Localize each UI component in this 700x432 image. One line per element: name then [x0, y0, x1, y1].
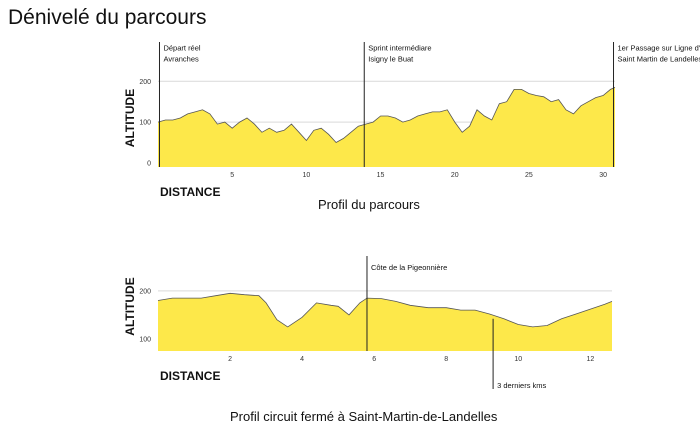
y-axis-title: ALTITUDE	[123, 89, 137, 147]
y-tick-label: 100	[139, 336, 151, 343]
elevation-chart-circuit: 100 200 2 4 6 8 10 12 DISTANCE ALTITUDE Côte de la…	[123, 256, 613, 390]
x-tick-label: 8	[444, 356, 448, 363]
x-axis-title: DISTANCE	[160, 369, 220, 383]
marker-label: Isigny le Buat	[368, 55, 414, 64]
x-tick-label: 20	[451, 172, 459, 179]
elevation-area	[158, 87, 615, 167]
marker-label: Côte de la Pigeonnière	[371, 263, 447, 272]
x-axis-title: DISTANCE	[160, 185, 220, 199]
x-tick-label: 10	[302, 172, 310, 179]
marker-label: 1er Passage sur Ligne d'arrivée	[618, 44, 700, 53]
page-title: Dénivelé du parcours	[8, 6, 207, 29]
elevation-area	[158, 293, 612, 351]
x-tick-label: 5	[230, 172, 234, 179]
marker-label: 3 derniers kms	[497, 381, 546, 390]
x-tick-label: 15	[377, 172, 385, 179]
x-tick-label: 2	[228, 356, 232, 363]
y-axis-title: ALTITUDE	[123, 277, 137, 335]
elevation-line	[157, 87, 616, 144]
y-tick-label: 0	[147, 160, 151, 167]
chart-caption-course: Profil du parcours	[318, 197, 420, 212]
marker-label: Avranches	[163, 55, 199, 64]
x-tick-label: 6	[372, 356, 376, 363]
marker-label: Départ réel	[163, 44, 200, 53]
marker-label: Saint Martin de Landelles	[618, 55, 700, 64]
x-tick-label: 30	[599, 172, 607, 179]
y-tick-label: 100	[139, 120, 151, 127]
marker-label: Sprint intermédiare	[368, 44, 431, 53]
chart-caption-circuit: Profil circuit fermé à Saint-Martin-de-L…	[230, 409, 498, 424]
x-tick-label: 12	[586, 356, 594, 363]
y-tick-label: 200	[139, 79, 151, 86]
y-tick-label: 200	[139, 288, 151, 295]
x-tick-label: 4	[300, 356, 304, 363]
x-tick-label: 25	[525, 172, 533, 179]
x-tick-label: 10	[514, 356, 522, 363]
elevation-chart-course: 0 100 200 5 10 15 20 25 30 DISTANCE ALTITUDE Départ…	[123, 42, 700, 199]
